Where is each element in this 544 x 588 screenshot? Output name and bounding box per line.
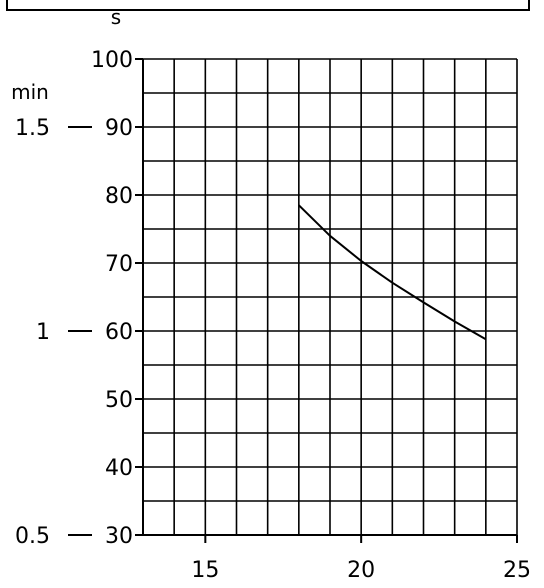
- x-tick-label: 15: [191, 558, 219, 583]
- y-tick-label: 50: [105, 388, 133, 413]
- y-tick-label: 60: [105, 320, 133, 345]
- x-axis-ticks: 15 20 25: [191, 535, 531, 583]
- y-axis-minutes-unit: min: [11, 80, 49, 104]
- x-tick-label: 20: [347, 558, 375, 583]
- y-tick-label: 70: [105, 252, 133, 277]
- series-group: [298, 204, 487, 341]
- y-axis-seconds-unit: s: [111, 5, 121, 29]
- minutes-tick-label: 1.5: [15, 116, 50, 141]
- y-tick-label: 80: [105, 184, 133, 209]
- y-axis-ticks: 30 40 50 60 70 80 90 100: [91, 48, 143, 549]
- series-line: [298, 204, 487, 341]
- y-tick-label: 30: [105, 524, 133, 549]
- y-tick-label: 100: [91, 48, 133, 73]
- minutes-axis-ticks: 0.5 1 1.5: [15, 116, 92, 549]
- y-tick-label: 40: [105, 456, 133, 481]
- x-tick-label: 25: [503, 558, 531, 583]
- grid: [142, 58, 518, 536]
- minutes-tick-label: 1: [36, 320, 50, 345]
- minutes-tick-label: 0.5: [15, 524, 50, 549]
- top-frame: [6, 0, 530, 11]
- y-tick-label: 90: [105, 116, 133, 141]
